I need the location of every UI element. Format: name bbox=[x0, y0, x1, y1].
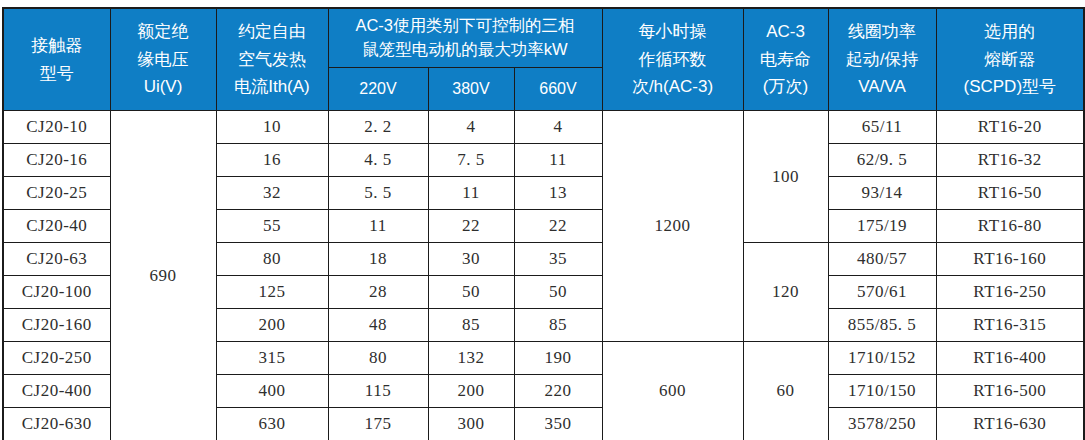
header-fuse-type: 选用的 熔断器 (SCPD)型号 bbox=[936, 8, 1084, 111]
cell-fuse: RT16-500 bbox=[936, 375, 1084, 408]
cell-coil: 480/57 bbox=[828, 243, 936, 276]
cell-fuse: RT16-315 bbox=[936, 309, 1084, 342]
cell-kw380: 4 bbox=[428, 111, 514, 144]
cell-coil: 855/85. 5 bbox=[828, 309, 936, 342]
cell-kw220: 4. 5 bbox=[328, 144, 428, 177]
cell-model: CJ20-25 bbox=[3, 177, 110, 210]
cell-model: CJ20-10 bbox=[3, 111, 110, 144]
cell-kw220: 18 bbox=[328, 243, 428, 276]
cell-kw660: 35 bbox=[514, 243, 602, 276]
header-contactor-model: 接触器 型号 bbox=[3, 8, 110, 111]
cell-kw380: 30 bbox=[428, 243, 514, 276]
cell-kw380: 50 bbox=[428, 276, 514, 309]
cell-life-merged: 60 bbox=[743, 342, 828, 440]
cell-ith: 400 bbox=[216, 375, 328, 408]
contactor-spec-table: 接触器 型号 额定绝 缘电压 Ui(V) 约定自由 空气发热 电流Ith(A) … bbox=[2, 7, 1085, 440]
cell-cycles-merged: 600 bbox=[602, 342, 743, 440]
cell-fuse: RT16-80 bbox=[936, 210, 1084, 243]
cell-kw660: 350 bbox=[514, 408, 602, 440]
cell-coil: 1710/150 bbox=[828, 375, 936, 408]
cell-kw380: 132 bbox=[428, 342, 514, 375]
header-electrical-life: AC-3 电寿命 (万次) bbox=[743, 8, 828, 111]
cell-model: CJ20-63 bbox=[3, 243, 110, 276]
cell-kw380: 22 bbox=[428, 210, 514, 243]
cell-ith: 125 bbox=[216, 276, 328, 309]
cell-ith: 10 bbox=[216, 111, 328, 144]
header-ac3-power-group: AC-3使用类别下可控制的三相 鼠笼型电动机的最大功率kW bbox=[328, 8, 602, 68]
cell-model: CJ20-630 bbox=[3, 408, 110, 440]
cell-ith: 55 bbox=[216, 210, 328, 243]
header-coil-power: 线圈功率 起动/保持 VA/VA bbox=[828, 8, 936, 111]
cell-kw380: 7. 5 bbox=[428, 144, 514, 177]
cell-kw660: 11 bbox=[514, 144, 602, 177]
cell-fuse: RT16-250 bbox=[936, 276, 1084, 309]
cell-fuse: RT16-630 bbox=[936, 408, 1084, 440]
table-row: CJ20-10 690 10 2. 2 4 4 1200 100 65/11 R… bbox=[3, 111, 1084, 144]
header-insulation-voltage: 额定绝 缘电压 Ui(V) bbox=[110, 8, 216, 111]
cell-life-merged: 120 bbox=[743, 243, 828, 342]
cell-life-merged: 100 bbox=[743, 111, 828, 243]
cell-kw220: 5. 5 bbox=[328, 177, 428, 210]
cell-kw220: 11 bbox=[328, 210, 428, 243]
page: 接触器 型号 额定绝 缘电压 Ui(V) 约定自由 空气发热 电流Ith(A) … bbox=[0, 0, 1085, 440]
cell-ith: 16 bbox=[216, 144, 328, 177]
cell-ith: 630 bbox=[216, 408, 328, 440]
cell-fuse: RT16-50 bbox=[936, 177, 1084, 210]
cell-kw380: 300 bbox=[428, 408, 514, 440]
cell-coil: 570/61 bbox=[828, 276, 936, 309]
cell-kw220: 175 bbox=[328, 408, 428, 440]
cell-ui-merged: 690 bbox=[110, 111, 216, 440]
cell-fuse: RT16-400 bbox=[936, 342, 1084, 375]
cell-kw660: 85 bbox=[514, 309, 602, 342]
cell-kw660: 13 bbox=[514, 177, 602, 210]
cell-coil: 65/11 bbox=[828, 111, 936, 144]
header-row-1: 接触器 型号 额定绝 缘电压 Ui(V) 约定自由 空气发热 电流Ith(A) … bbox=[3, 8, 1084, 68]
header-660v: 660V bbox=[514, 68, 602, 111]
cell-kw220: 80 bbox=[328, 342, 428, 375]
cell-coil: 175/19 bbox=[828, 210, 936, 243]
cell-coil: 62/9. 5 bbox=[828, 144, 936, 177]
cell-fuse: RT16-32 bbox=[936, 144, 1084, 177]
header-220v: 220V bbox=[328, 68, 428, 111]
cell-kw660: 4 bbox=[514, 111, 602, 144]
cell-kw660: 190 bbox=[514, 342, 602, 375]
header-380v: 380V bbox=[428, 68, 514, 111]
cell-model: CJ20-400 bbox=[3, 375, 110, 408]
cell-model: CJ20-40 bbox=[3, 210, 110, 243]
cell-ith: 80 bbox=[216, 243, 328, 276]
cell-kw660: 22 bbox=[514, 210, 602, 243]
cell-fuse: RT16-20 bbox=[936, 111, 1084, 144]
cell-model: CJ20-160 bbox=[3, 309, 110, 342]
cell-kw380: 200 bbox=[428, 375, 514, 408]
table-header: 接触器 型号 额定绝 缘电压 Ui(V) 约定自由 空气发热 电流Ith(A) … bbox=[3, 8, 1084, 111]
cell-kw220: 115 bbox=[328, 375, 428, 408]
cell-fuse: RT16-160 bbox=[936, 243, 1084, 276]
cell-kw660: 50 bbox=[514, 276, 602, 309]
cell-coil: 3578/250 bbox=[828, 408, 936, 440]
cell-model: CJ20-250 bbox=[3, 342, 110, 375]
header-thermal-current: 约定自由 空气发热 电流Ith(A) bbox=[216, 8, 328, 111]
cell-kw380: 85 bbox=[428, 309, 514, 342]
cell-ith: 32 bbox=[216, 177, 328, 210]
cell-model: CJ20-100 bbox=[3, 276, 110, 309]
cell-ith: 315 bbox=[216, 342, 328, 375]
cell-kw660: 220 bbox=[514, 375, 602, 408]
cell-kw220: 28 bbox=[328, 276, 428, 309]
cell-ith: 200 bbox=[216, 309, 328, 342]
cell-model: CJ20-16 bbox=[3, 144, 110, 177]
cell-kw380: 11 bbox=[428, 177, 514, 210]
cell-coil: 93/14 bbox=[828, 177, 936, 210]
table-body: CJ20-10 690 10 2. 2 4 4 1200 100 65/11 R… bbox=[3, 111, 1084, 440]
cell-kw220: 48 bbox=[328, 309, 428, 342]
cell-kw220: 2. 2 bbox=[328, 111, 428, 144]
cell-coil: 1710/152 bbox=[828, 342, 936, 375]
cell-cycles-merged: 1200 bbox=[602, 111, 743, 342]
header-cycles-per-hour: 每小时操 作循环数 次/h(AC-3) bbox=[602, 8, 743, 111]
